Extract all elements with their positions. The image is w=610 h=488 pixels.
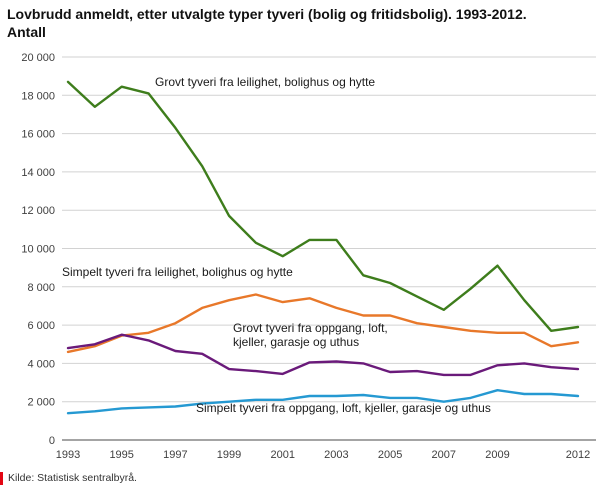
chart-title-line2: Antall (7, 24, 46, 41)
y-tick-label: 12 000 (21, 205, 55, 217)
chart-footer: Kilde: Statistisk sentralbyrå. (0, 468, 610, 488)
y-tick-label: 4 000 (27, 358, 55, 370)
series-annotation: Grovt tyveri fra leilighet, bolighus og … (155, 75, 375, 89)
series-line (66, 389, 580, 415)
series-annotation: Simpelt tyveri fra oppgang, loft, kjelle… (196, 401, 491, 415)
y-tick-label: 6 000 (27, 320, 55, 332)
x-tick-label: 1995 (109, 449, 133, 461)
x-tick-label: 1997 (163, 449, 187, 461)
y-tick-label: 20 000 (21, 52, 55, 64)
series-annotation: Simpelt tyveri fra leilighet, bolighus o… (62, 265, 293, 279)
y-tick-label: 18 000 (21, 90, 55, 102)
y-tick-label: 0 (49, 435, 55, 447)
series-line (66, 80, 580, 332)
x-tick-label: 2012 (566, 449, 590, 461)
y-tick-label: 2 000 (27, 397, 55, 409)
x-tick-label: 2005 (378, 449, 402, 461)
x-tick-label: 2001 (270, 449, 294, 461)
y-tick-label: 10 000 (21, 244, 55, 256)
x-tick-label: 1999 (217, 449, 241, 461)
y-tick-label: 8 000 (27, 282, 55, 294)
series-annotation: Grovt tyveri fra oppgang, loft, (233, 321, 388, 335)
x-tick-label: 2007 (432, 449, 456, 461)
chart-svg: 0 2 000 4 000 6 000 8 000 10 000 12 000 14 000 1… (21, 52, 596, 461)
series-line (66, 293, 580, 354)
chart-title-line1: Lovbrudd anmeldt, etter utvalgte typer t… (7, 6, 527, 22)
series-line (66, 333, 580, 377)
x-tick-label: 2003 (324, 449, 348, 461)
series-annotation: kjeller, garasje og uthus (233, 335, 359, 349)
chart-title: Lovbrudd anmeldt, etter utvalgte typer t… (7, 5, 603, 41)
source-text: Kilde: Statistisk sentralbyrå. (8, 472, 137, 484)
y-tick-label: 16 000 (21, 129, 55, 141)
source-accent-bar (0, 471, 3, 485)
x-tick-label: 2009 (485, 449, 509, 461)
x-tick-label: 1993 (56, 449, 80, 461)
y-tick-label: 14 000 (21, 167, 55, 179)
